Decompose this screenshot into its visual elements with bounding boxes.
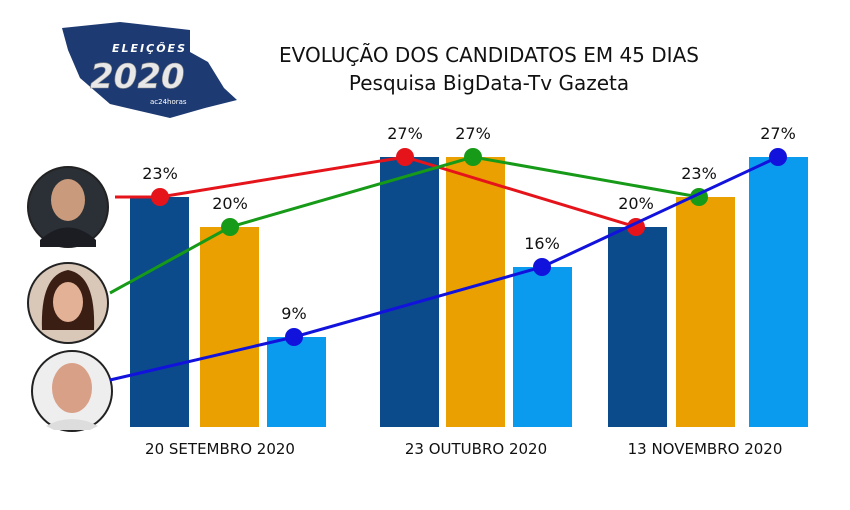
bar-series2-3 — [676, 197, 735, 427]
data-label-series3-1: 9% — [281, 304, 306, 323]
bars — [130, 157, 808, 427]
bar-series3-2 — [513, 267, 572, 427]
candidate-2-photo — [27, 262, 109, 344]
category-label-2: 23 OUTUBRO 2020 — [405, 440, 547, 458]
chart-title: EVOLUÇÃO DOS CANDIDATOS EM 45 DIAS — [279, 43, 699, 67]
data-label-series3-3: 27% — [760, 124, 796, 143]
bar-series1-3 — [608, 227, 667, 427]
data-labels: 23% 27% 20% 20% 27% 23% 9% 16% 27% — [142, 124, 796, 323]
candidate-3-photo — [31, 350, 113, 432]
marker-series2-1 — [221, 218, 239, 236]
marker-series3-2 — [533, 258, 551, 276]
marker-series1-2 — [396, 148, 414, 166]
marker-series3-1 — [285, 328, 303, 346]
data-label-series3-2: 16% — [524, 234, 560, 253]
bar-series2-1 — [200, 227, 259, 427]
data-label-series2-1: 20% — [212, 194, 248, 213]
logo-year: 2020 — [90, 57, 185, 97]
trend-lines — [109, 148, 787, 382]
line-series3 — [109, 155, 779, 382]
data-label-series2-3: 23% — [681, 164, 717, 183]
data-label-series1-2: 27% — [387, 124, 423, 143]
data-label-series1-1: 23% — [142, 164, 178, 183]
logo-top-text: ELEIÇÕES — [112, 42, 187, 55]
data-label-series2-2: 27% — [455, 124, 491, 143]
marker-series3-3 — [769, 148, 787, 166]
candidate-1-photo — [27, 166, 109, 248]
candidate-photos — [27, 166, 113, 432]
marker-series1-1 — [151, 188, 169, 206]
category-label-3: 13 NOVEMBRO 2020 — [628, 440, 783, 458]
bar-series1-2 — [380, 157, 439, 427]
logo-sub: ac24horas — [150, 98, 187, 106]
line-series1 — [115, 155, 637, 229]
bar-series3-3 — [749, 157, 808, 427]
line-series2 — [109, 155, 700, 295]
bar-series3-1 — [267, 337, 326, 427]
category-labels: 20 SETEMBRO 2020 23 OUTUBRO 2020 13 NOVEMB… — [145, 440, 782, 458]
category-label-1: 20 SETEMBRO 2020 — [145, 440, 295, 458]
chart-subtitle: Pesquisa BigData-Tv Gazeta — [349, 71, 629, 95]
data-label-series1-3: 20% — [618, 194, 654, 213]
bar-series1-1 — [130, 197, 189, 427]
logo: ELEIÇÕES 2020 ac24horas — [62, 22, 237, 118]
marker-series2-2 — [464, 148, 482, 166]
